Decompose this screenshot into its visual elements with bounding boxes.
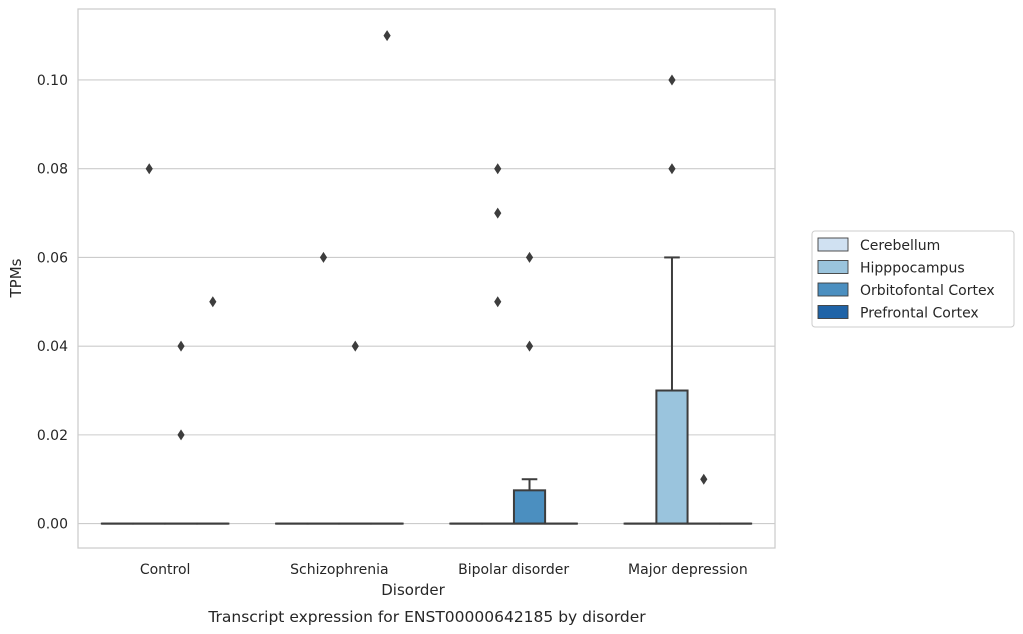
box: [512, 489, 547, 525]
outlier-point: [700, 473, 708, 485]
y-tick-label: 0.10: [37, 73, 68, 89]
y-tick-label: 0.02: [37, 428, 68, 444]
y-axis-title: TPMs: [7, 258, 25, 298]
outlier-point: [383, 30, 391, 42]
x-tick-label: Schizophrenia: [290, 562, 388, 578]
x-axis-title: Disorder: [381, 581, 445, 599]
legend-swatch: [817, 282, 849, 297]
y-tick-label: 0.06: [37, 250, 68, 266]
box-marks: [100, 30, 753, 525]
legend: Cerebellum Hipppocampus Orbitofontal Corte…: [811, 230, 1015, 328]
box-group: [512, 251, 547, 525]
box-group: [164, 340, 198, 525]
outlier-point: [319, 251, 328, 263]
chart-caption: Transcript expression for ENST0000064218…: [207, 608, 646, 626]
legend-swatch: [817, 260, 849, 274]
legend-swatch: [817, 305, 849, 319]
legend-label: Prefrontal Cortex: [860, 306, 979, 322]
outlier-point: [494, 296, 502, 308]
outlier-point: [494, 207, 502, 219]
legend-swatch: [817, 237, 849, 252]
y-tick-label: 0.04: [37, 339, 68, 355]
y-tick-label: 0.00: [37, 517, 68, 533]
y-tick-labels: 0.00 0.02 0.04 0.06 0.08 0.10: [37, 73, 68, 533]
outlier-point: [668, 74, 676, 86]
outlier-point: [668, 163, 676, 175]
outlier-point: [145, 163, 153, 175]
legend-label: Hipppocampus: [860, 261, 965, 277]
x-tick-label: Major depression: [628, 562, 748, 578]
outlier-point: [209, 296, 217, 308]
x-tick-label: Bipolar disorder: [458, 562, 569, 578]
outlier-point: [525, 251, 534, 263]
outlier-point: [351, 340, 359, 352]
box-group: [655, 74, 689, 525]
legend-label: Cerebellum: [860, 238, 940, 254]
x-tick-labels: Control Schizophrenia Bipolar disorder Majo…: [140, 562, 748, 578]
plot-frame: [77, 8, 776, 549]
outlier-point: [494, 163, 502, 175]
outlier-point: [177, 340, 185, 352]
box-group: [370, 30, 404, 525]
legend-frame: [811, 230, 1015, 328]
outlier-point: [525, 340, 534, 352]
box-group: [196, 296, 230, 525]
y-tick-label: 0.08: [37, 162, 68, 178]
legend-label: Orbitofontal Cortex: [860, 283, 995, 299]
box: [655, 389, 689, 525]
outlier-point: [177, 429, 185, 441]
x-tick-label: Control: [140, 562, 191, 578]
